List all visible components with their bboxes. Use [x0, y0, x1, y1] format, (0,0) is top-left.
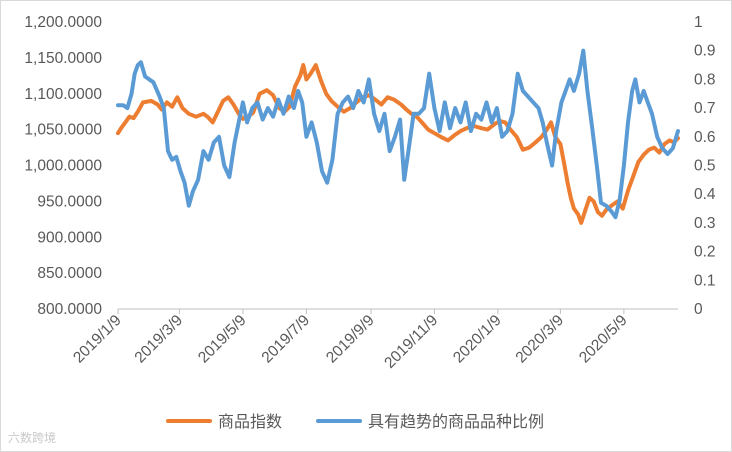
watermark: 六数跨境	[8, 430, 56, 445]
right-axis-tick-label: 0.5	[694, 158, 716, 175]
left-axis-tick-label: 850.0000	[37, 265, 102, 282]
left-axis-tick-label: 1,200.0000	[24, 14, 102, 31]
right-axis-tick-label: 0.7	[694, 100, 716, 117]
right-axis-tick-label: 0.8	[694, 71, 716, 88]
right-axis-tick-label: 0.4	[694, 186, 716, 203]
left-axis-tick-label: 1,100.0000	[24, 86, 102, 103]
legend-label: 具有趋势的商品品种比例	[368, 413, 544, 431]
left-axis-tick-label: 900.0000	[37, 229, 102, 246]
left-axis-tick-label: 950.0000	[37, 193, 102, 210]
right-axis-tick-label: 0.1	[694, 272, 716, 289]
left-axis-tick-label: 1,050.0000	[24, 122, 102, 139]
right-axis-tick-label: 0.6	[694, 129, 716, 146]
series-line-commodity-index	[116, 63, 680, 225]
watermark-text: 六数跨境	[8, 430, 56, 445]
series-group	[116, 48, 680, 225]
left-axis-tick-label: 1,000.0000	[24, 158, 102, 175]
right-axis-tick-label: 0.2	[694, 244, 716, 261]
series-line-trend-ratio	[116, 48, 680, 220]
right-axis-tick-label: 0.9	[694, 43, 716, 60]
legend: 商品指数 具有趋势的商品品种比例	[166, 413, 544, 431]
right-axis-tick-label: 0	[694, 301, 703, 318]
right-axis-tick-label: 0.3	[694, 215, 716, 232]
left-axis-tick-label: 1,150.0000	[24, 50, 102, 67]
left-axis-tick-label: 800.0000	[37, 301, 102, 318]
legend-label: 商品指数	[218, 413, 282, 431]
right-axis-tick-label: 1	[694, 14, 703, 31]
